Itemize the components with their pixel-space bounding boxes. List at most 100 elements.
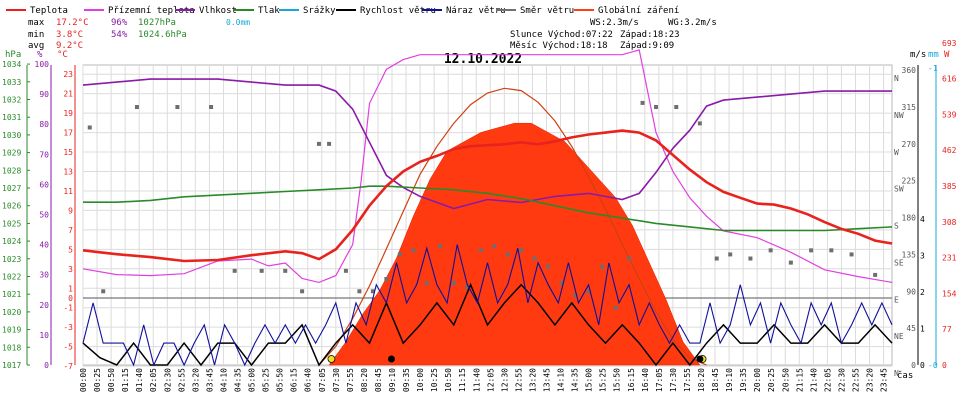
wind-dir-point xyxy=(370,289,375,294)
wind-dir-point xyxy=(134,105,139,110)
wind-dir-point xyxy=(259,268,264,273)
hpa-tick-17: 1034 xyxy=(2,60,21,69)
x-tick-40: 16:40 xyxy=(641,368,650,392)
x-tick-56: 23:20 xyxy=(866,368,875,392)
wind-dir-point xyxy=(613,305,618,310)
wind-dir-point xyxy=(101,289,106,294)
x-tick-49: 20:25 xyxy=(767,368,776,392)
x-tick-48: 20:00 xyxy=(753,368,762,392)
x-tick-9: 03:45 xyxy=(205,368,214,392)
hum-tick-10: 100 xyxy=(35,60,50,69)
wind-gust-line xyxy=(82,244,893,367)
hpa-tick-15: 1032 xyxy=(2,96,21,105)
dir-label-6: W xyxy=(894,148,899,157)
legend-label-5: Rychlost větru xyxy=(360,6,436,16)
hpa-tick-14: 1031 xyxy=(2,113,21,122)
wind-dir-point xyxy=(232,268,237,273)
x-tick-15: 06:15 xyxy=(290,368,299,392)
dir-tick-8: 360 xyxy=(902,66,917,75)
hpa-tick-0: 1017 xyxy=(2,361,21,370)
temp-tick-9: 11 xyxy=(63,187,73,196)
dir-label-2: E xyxy=(894,295,899,304)
hpa-tick-16: 1033 xyxy=(2,78,21,87)
wind-dir-point xyxy=(600,264,605,269)
info-wg: WG:3.2m/s xyxy=(668,18,717,28)
mm-tick-0: -0 xyxy=(928,361,938,370)
wind-dir-point xyxy=(546,264,551,269)
ms-tick-2: 2 xyxy=(920,288,925,297)
x-tick-52: 21:40 xyxy=(809,368,818,392)
wind-dir-point xyxy=(357,289,362,294)
wind-dir-point xyxy=(829,248,834,253)
x-tick-12: 05:00 xyxy=(248,368,257,392)
x-tick-13: 05:25 xyxy=(262,368,271,392)
wind-dir-point xyxy=(87,125,92,130)
x-tick-18: 07:30 xyxy=(332,368,341,392)
hpa-tick-3: 1020 xyxy=(2,308,21,317)
wind-dir-point xyxy=(728,252,733,257)
dir-label-4: S xyxy=(894,222,899,231)
stat-max-label: max xyxy=(28,18,45,28)
wind-dir-point xyxy=(654,105,659,110)
time-axis-title: čas xyxy=(897,370,913,381)
dir-label-7: NW xyxy=(894,111,904,120)
wind-dir-point xyxy=(411,248,416,253)
info-moon-set: Západ:9:09 xyxy=(620,41,674,51)
wind-dir-point xyxy=(697,121,702,126)
x-tick-25: 10:25 xyxy=(430,368,439,392)
x-tick-7: 02:55 xyxy=(177,368,186,392)
stat-max-press: 1027hPa xyxy=(138,18,176,28)
x-tick-21: 08:45 xyxy=(374,368,383,392)
w-tick-1: 77 xyxy=(942,325,952,334)
dir-tick-5: 225 xyxy=(902,177,917,186)
w-tick-7: 539 xyxy=(942,110,957,119)
x-tick-28: 11:40 xyxy=(472,368,481,392)
wind-dir-point xyxy=(478,248,483,253)
hpa-tick-7: 1024 xyxy=(2,237,21,246)
wind-dir-point xyxy=(768,248,773,253)
stat-min-press: 1024.6hPa xyxy=(138,30,187,40)
legend-label-3: Tlak xyxy=(258,6,280,16)
dir-tick-2: 90 xyxy=(906,287,916,296)
temp-tick-6: 5 xyxy=(68,245,73,254)
x-tick-35: 14:35 xyxy=(571,368,580,392)
mm-tick-1: -1 xyxy=(928,64,938,73)
x-tick-44: 18:20 xyxy=(697,368,706,392)
hpa-tick-4: 1021 xyxy=(2,290,21,299)
x-tick-22: 09:10 xyxy=(388,368,397,392)
hum-tick-9: 90 xyxy=(39,90,49,99)
hpa-tick-11: 1028 xyxy=(2,166,21,175)
wind-dir-point xyxy=(492,244,497,249)
x-tick-26: 10:50 xyxy=(444,368,453,392)
x-tick-31: 12:55 xyxy=(514,368,523,392)
legend-label-0: Teplota xyxy=(30,6,68,16)
hum-tick-4: 40 xyxy=(39,241,49,250)
x-tick-11: 04:35 xyxy=(233,368,242,392)
x-tick-19: 07:55 xyxy=(346,368,355,392)
dir-tick-7: 315 xyxy=(902,103,917,112)
stat-max-rain: 0.0mm xyxy=(226,18,250,27)
hum-axis-title: % xyxy=(37,50,43,60)
temp-tick-13: 19 xyxy=(63,109,73,118)
wind-dir-point xyxy=(873,272,878,277)
hum-tick-8: 80 xyxy=(39,120,49,129)
chart-title: 12.10.2022 xyxy=(444,52,522,67)
wind-dir-point xyxy=(384,277,389,282)
info-moon: Měsíc Východ:18:18 xyxy=(510,41,608,51)
x-tick-10: 04:10 xyxy=(219,368,228,392)
wind-dir-point xyxy=(788,260,793,265)
wind-dir-point xyxy=(809,248,814,253)
dir-label-8: N xyxy=(894,74,899,83)
legend: Teplota Přízemní teplota Vlhkost Tlak Srážky… xyxy=(6,6,679,16)
w-tick-5: 385 xyxy=(942,182,957,191)
wind-dir-point xyxy=(465,285,470,290)
ms-tick-1: 1 xyxy=(920,325,925,334)
right-axes: 0N45NE90E135SE180S225SW270W315NW360N0123… xyxy=(894,39,957,378)
x-axis: 00:00 00:25 00:50 01:15 01:40 02:05 02:30 02:55… xyxy=(79,368,889,392)
hpa-tick-2: 1019 xyxy=(2,326,21,335)
plot-area xyxy=(82,49,893,367)
x-tick-37: 15:25 xyxy=(599,368,608,392)
dir-tick-4: 180 xyxy=(902,214,917,223)
wind-dir-point xyxy=(849,252,854,257)
